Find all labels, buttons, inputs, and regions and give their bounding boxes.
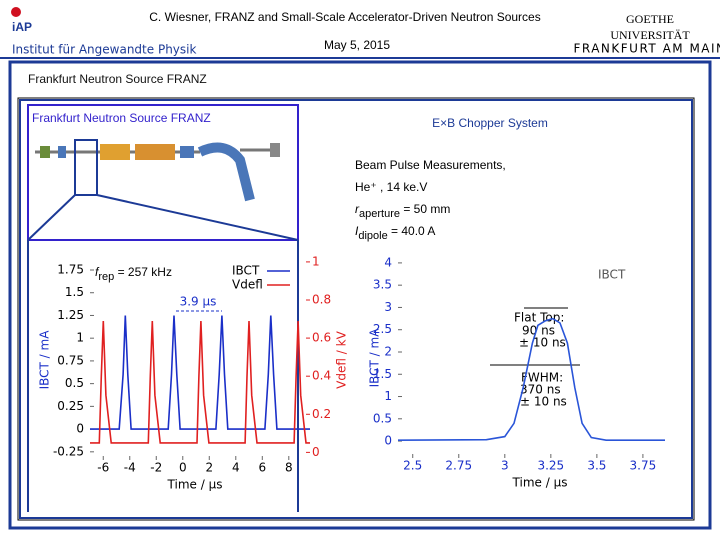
x-tick-label: 2.5 bbox=[403, 459, 422, 473]
x-tick-label: -4 bbox=[124, 461, 136, 475]
annotation-text: = 257 kHz bbox=[114, 265, 172, 279]
annotation-subscript: rep bbox=[98, 271, 114, 283]
y-tick-label: 3 bbox=[384, 300, 392, 314]
y-tick-label: 1.5 bbox=[373, 367, 392, 381]
note-line: Idipole = 40.0 A bbox=[355, 224, 435, 242]
y-tick-label: 0.75 bbox=[57, 353, 84, 367]
y2-tick-label: 0.8 bbox=[312, 293, 331, 307]
x-axis-label: Time / µs bbox=[167, 478, 223, 492]
y-tick-label: 0.25 bbox=[57, 399, 84, 413]
series-line bbox=[90, 320, 310, 444]
note-line: Beam Pulse Measurements, bbox=[355, 158, 506, 172]
y-tick-label: 0.5 bbox=[373, 411, 392, 425]
x-tick-label: -6 bbox=[97, 461, 109, 475]
annotation: ± 10 ns bbox=[519, 336, 566, 350]
y-tick-label: 0.5 bbox=[65, 376, 84, 390]
annotation: 370 ns bbox=[520, 383, 561, 397]
y-tick-label: -0.25 bbox=[53, 444, 84, 458]
x-tick-label: 6 bbox=[258, 461, 266, 475]
note-subscript: dipole bbox=[358, 230, 387, 242]
y-tick-label: 1.25 bbox=[57, 308, 84, 322]
y-axis-label: IBCT / mA bbox=[38, 330, 52, 390]
note-line: raperture = 50 mm bbox=[355, 202, 450, 220]
y-tick-label: 3.5 bbox=[373, 278, 392, 292]
x-tick-label: 3 bbox=[501, 459, 509, 473]
note-text: = 50 mm bbox=[400, 202, 450, 216]
y-tick-label: 1.5 bbox=[65, 285, 84, 299]
y-tick-label: 0 bbox=[76, 422, 84, 436]
notes: Beam Pulse Measurements, He⁺ , 14 ke.V r… bbox=[355, 158, 506, 242]
header-date: May 5, 2015 bbox=[324, 38, 390, 52]
x-tick-label: 2 bbox=[205, 461, 213, 475]
x-tick-label: 3.5 bbox=[587, 459, 606, 473]
y2-tick-label: 1 bbox=[312, 254, 320, 268]
x-tick-label: 0 bbox=[179, 461, 187, 475]
note-symbol: r bbox=[355, 202, 360, 216]
logo-text: iAP bbox=[12, 20, 32, 34]
logo-subtext: Institut für Angewandte Physik bbox=[12, 43, 196, 57]
y2-tick-label: 0.4 bbox=[312, 369, 331, 383]
beamline-schematic bbox=[35, 142, 280, 202]
legend-label: IBCT bbox=[232, 264, 260, 278]
x-tick-label: 3.25 bbox=[537, 459, 564, 473]
diagram-frame bbox=[27, 104, 299, 241]
y-tick-label: 1 bbox=[384, 389, 392, 403]
x-tick-label: 3.75 bbox=[630, 459, 657, 473]
y-tick-label: 4 bbox=[384, 255, 392, 269]
slide-frame bbox=[8, 60, 712, 530]
annotation-symbol: f bbox=[95, 265, 100, 279]
logo-right: GOETHE UNIVERSITÄT FRANKFURT AM MAIN bbox=[573, 12, 720, 56]
note-subscript: aperture bbox=[359, 208, 400, 220]
y2-tick-label: 0.6 bbox=[312, 331, 331, 345]
header-title: C. Wiesner, FRANZ and Small-Scale Accele… bbox=[149, 10, 540, 24]
logo-dot bbox=[11, 7, 21, 17]
x-axis-label: Time / µs bbox=[512, 476, 568, 490]
x-tick-label: 8 bbox=[285, 461, 293, 475]
y2-axis-label: Vdefl / kV bbox=[335, 330, 349, 388]
zoom-line bbox=[27, 194, 76, 241]
annotation: ± 10 ns bbox=[520, 395, 567, 409]
logo-line: UNIVERSITÄT bbox=[610, 28, 690, 42]
note-line: He⁺ , 14 ke.V bbox=[355, 180, 427, 194]
annotation: frep = 257 kHz bbox=[95, 265, 172, 283]
content-frame bbox=[19, 99, 693, 519]
legend-label: IBCT bbox=[598, 268, 626, 282]
x-tick-label: 2.75 bbox=[445, 459, 472, 473]
logo-left: iAP Institut für Angewandte Physik bbox=[11, 7, 196, 57]
diagram-label: Frankfurt Neutron Source FRANZ bbox=[32, 111, 211, 125]
x-tick-label: -2 bbox=[150, 461, 162, 475]
zoom-box bbox=[74, 139, 98, 196]
zoom-line bbox=[96, 194, 299, 241]
annotation: 3.9 µs bbox=[180, 295, 217, 309]
series-line bbox=[397, 317, 665, 441]
slide-title: Frankfurt Neutron Source FRANZ bbox=[28, 72, 207, 86]
note-text: = 40.0 A bbox=[388, 224, 436, 238]
legend-label: Vdefl bbox=[232, 278, 263, 292]
y-tick-label: 2.5 bbox=[373, 322, 392, 336]
annotation: 90 ns bbox=[522, 324, 555, 338]
y-tick-label: 1.75 bbox=[57, 263, 84, 277]
y-tick-label: 0 bbox=[384, 434, 392, 448]
y2-tick-label: 0 bbox=[312, 445, 320, 459]
logo-line: GOETHE bbox=[626, 12, 674, 26]
content-frame-outer bbox=[17, 97, 695, 521]
y-axis-label: IBCT / mA bbox=[368, 328, 382, 388]
y-tick-label: 1 bbox=[76, 331, 84, 345]
section-heading: E×B Chopper System bbox=[432, 116, 548, 130]
annotation: Flat Top: bbox=[514, 311, 564, 325]
y-tick-label: 2 bbox=[384, 344, 392, 358]
y2-tick-label: 0.2 bbox=[312, 407, 331, 421]
logo-line: FRANKFURT AM MAIN bbox=[573, 42, 720, 56]
x-tick-label: 4 bbox=[232, 461, 240, 475]
note-symbol: I bbox=[355, 224, 359, 238]
annotation: FWHM: bbox=[521, 371, 563, 385]
flat-top-label: Flat Top: 90 ns ± 10 ns FWHM: 370 ns ± 1… bbox=[514, 311, 567, 409]
